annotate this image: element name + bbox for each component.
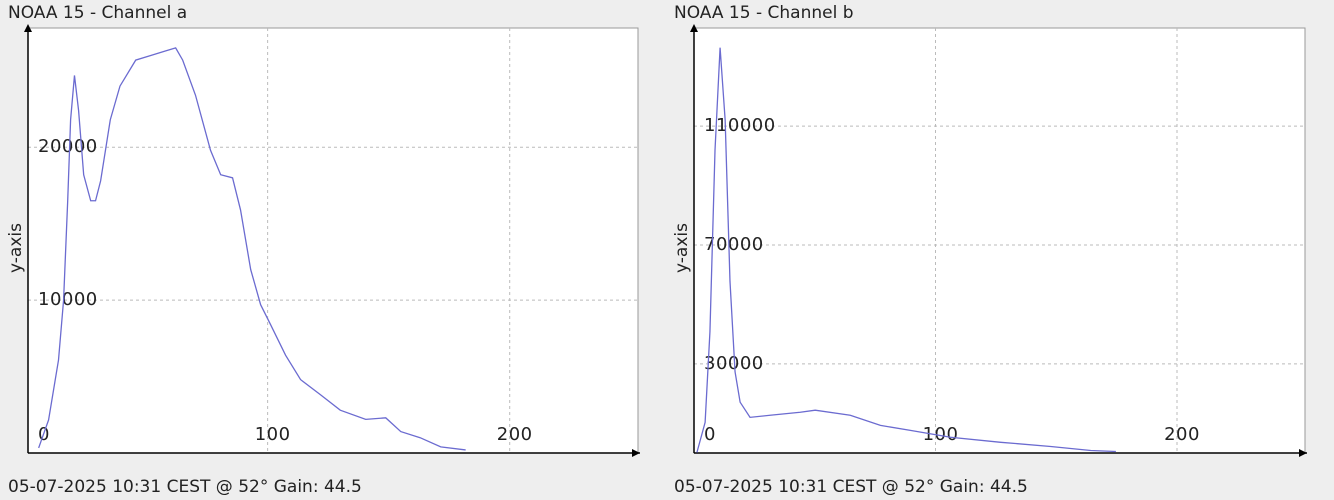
axis-arrow (24, 24, 32, 32)
x-tick-label: 0 (704, 424, 716, 445)
x-tick-label: 200 (1164, 424, 1200, 445)
data-line (38, 47, 466, 451)
chart-title: NOAA 15 - Channel a (8, 3, 187, 23)
caption: 05-07-2025 10:31 CEST @ 52° Gain: 44.5 (674, 477, 1028, 497)
x-tick-label: 100 (255, 424, 291, 445)
y-axis-label: y-axis (672, 223, 692, 273)
axis-arrow (1299, 449, 1307, 457)
y-tick-label: 20000 (38, 136, 98, 157)
chart-title: NOAA 15 - Channel b (674, 3, 854, 23)
y-axis-label: y-axis (6, 223, 26, 273)
y-tick-label: 10000 (38, 289, 98, 310)
plot-area (693, 27, 1306, 454)
axis-arrow (690, 24, 698, 32)
axis-arrow (632, 449, 640, 457)
x-tick-label: 200 (497, 424, 533, 445)
plot-area (27, 27, 639, 454)
y-tick-label: 70000 (704, 234, 764, 255)
x-tick-label: 100 (923, 424, 959, 445)
data-line (696, 47, 1116, 453)
y-tick-label: 30000 (704, 353, 764, 374)
y-tick-label: 110000 (704, 115, 776, 136)
caption: 05-07-2025 10:31 CEST @ 52° Gain: 44.5 (8, 477, 362, 497)
